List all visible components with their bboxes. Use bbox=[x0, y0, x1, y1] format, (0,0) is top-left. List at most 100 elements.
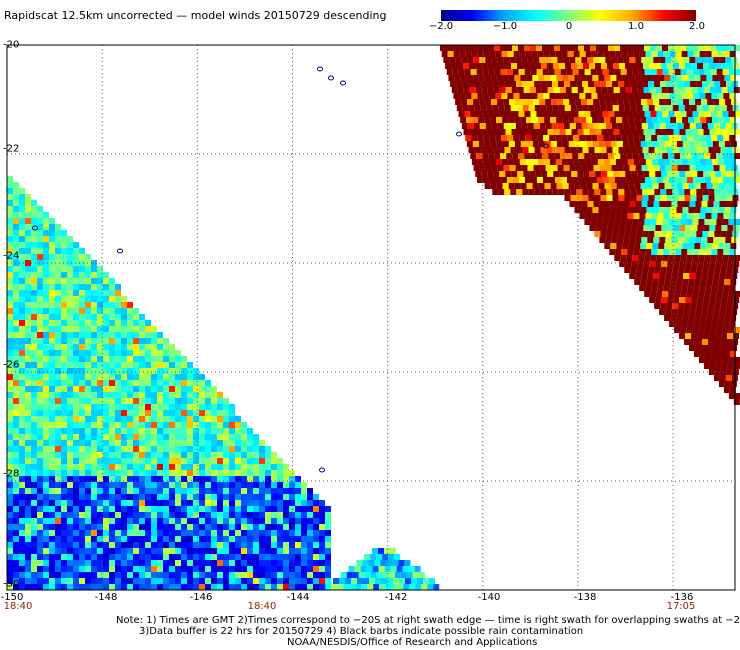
wind-cell bbox=[37, 518, 43, 524]
wind-cell bbox=[590, 153, 597, 159]
wind-cell bbox=[31, 434, 37, 440]
wind-cell bbox=[567, 135, 574, 141]
wind-cell bbox=[43, 332, 49, 338]
wind-cell bbox=[517, 63, 524, 69]
wind-cell bbox=[277, 470, 283, 476]
wind-cell bbox=[187, 506, 193, 512]
wind-cell bbox=[645, 285, 652, 291]
wind-cell bbox=[91, 560, 97, 566]
wind-cell bbox=[79, 560, 85, 566]
wind-cell bbox=[655, 261, 662, 267]
wind-cell bbox=[133, 368, 139, 374]
wind-cell bbox=[127, 512, 133, 518]
wind-cell bbox=[715, 333, 722, 339]
wind-cell bbox=[211, 506, 217, 512]
wind-cell bbox=[688, 315, 695, 321]
wind-cell bbox=[169, 398, 175, 404]
wind-cell bbox=[591, 135, 598, 141]
wind-cell bbox=[115, 350, 121, 356]
wind-cell bbox=[283, 476, 289, 482]
wind-cell bbox=[418, 572, 425, 578]
wind-cell bbox=[103, 482, 109, 488]
wind-cell bbox=[241, 422, 247, 428]
wind-cell bbox=[55, 350, 61, 356]
wind-cell bbox=[283, 500, 289, 506]
wind-cell bbox=[733, 87, 740, 93]
wind-cell bbox=[707, 165, 714, 171]
wind-cell bbox=[509, 57, 516, 63]
wind-cell bbox=[49, 536, 55, 542]
wind-cell bbox=[25, 494, 31, 500]
wind-cell bbox=[67, 548, 73, 554]
wind-cell bbox=[103, 302, 109, 308]
wind-cell bbox=[642, 195, 649, 201]
wind-cell bbox=[67, 350, 73, 356]
wind-cell bbox=[163, 434, 169, 440]
wind-cell bbox=[283, 464, 289, 470]
wind-cell bbox=[697, 87, 704, 93]
wind-cell bbox=[522, 147, 529, 153]
wind-cell bbox=[720, 339, 727, 345]
wind-cell bbox=[25, 212, 31, 218]
wind-cell bbox=[133, 482, 139, 488]
wind-cell bbox=[563, 165, 570, 171]
wind-cell bbox=[563, 123, 570, 129]
wind-cell bbox=[301, 578, 307, 584]
wind-cell bbox=[712, 183, 719, 189]
wind-cell bbox=[379, 584, 386, 590]
color-scale-gradient bbox=[441, 10, 696, 21]
wind-cell bbox=[723, 249, 730, 255]
wind-cell bbox=[31, 218, 37, 224]
wind-cell bbox=[103, 578, 109, 584]
wind-cell bbox=[605, 99, 612, 105]
wind-cell bbox=[91, 524, 97, 530]
wind-cell bbox=[79, 512, 85, 518]
wind-cell bbox=[151, 446, 157, 452]
wind-cell bbox=[638, 153, 645, 159]
wind-cell bbox=[619, 63, 626, 69]
wind-cell bbox=[340, 572, 347, 578]
wind-cell bbox=[530, 69, 537, 75]
wind-cell bbox=[199, 560, 205, 566]
wind-cell bbox=[474, 81, 481, 87]
wind-cell bbox=[97, 428, 103, 434]
wind-cell bbox=[85, 338, 91, 344]
wind-cell bbox=[133, 500, 139, 506]
wind-cell bbox=[163, 572, 169, 578]
wind-cell bbox=[61, 416, 67, 422]
wind-cell bbox=[127, 380, 133, 386]
wind-cell bbox=[706, 117, 713, 123]
wind-cell bbox=[205, 464, 211, 470]
wind-cell bbox=[133, 464, 139, 470]
wind-cell bbox=[19, 434, 25, 440]
wind-cell bbox=[31, 440, 37, 446]
wind-cell bbox=[313, 530, 319, 536]
wind-cell bbox=[729, 249, 736, 255]
wind-cell bbox=[510, 147, 517, 153]
wind-cell bbox=[598, 183, 605, 189]
wind-cell bbox=[25, 434, 31, 440]
wind-cell bbox=[581, 99, 588, 105]
wind-cell bbox=[13, 524, 19, 530]
wind-cell bbox=[703, 363, 710, 369]
wind-cell bbox=[103, 464, 109, 470]
wind-cell bbox=[67, 314, 73, 320]
wind-cell bbox=[73, 476, 79, 482]
wind-cell bbox=[289, 488, 295, 494]
wind-cell bbox=[205, 548, 211, 554]
wind-cell bbox=[91, 380, 97, 386]
wind-cell bbox=[627, 159, 634, 165]
wind-cell bbox=[721, 129, 728, 135]
wind-cell bbox=[542, 177, 549, 183]
wind-cell bbox=[692, 153, 699, 159]
wind-cell bbox=[193, 410, 199, 416]
wind-cell bbox=[73, 578, 79, 584]
wind-cell bbox=[127, 392, 133, 398]
wind-cell bbox=[187, 380, 193, 386]
wind-cell bbox=[700, 207, 707, 213]
wind-cell bbox=[115, 512, 121, 518]
wind-cell bbox=[653, 237, 660, 243]
wind-cell bbox=[49, 242, 55, 248]
wind-cell bbox=[532, 183, 539, 189]
wind-cell bbox=[97, 524, 103, 530]
